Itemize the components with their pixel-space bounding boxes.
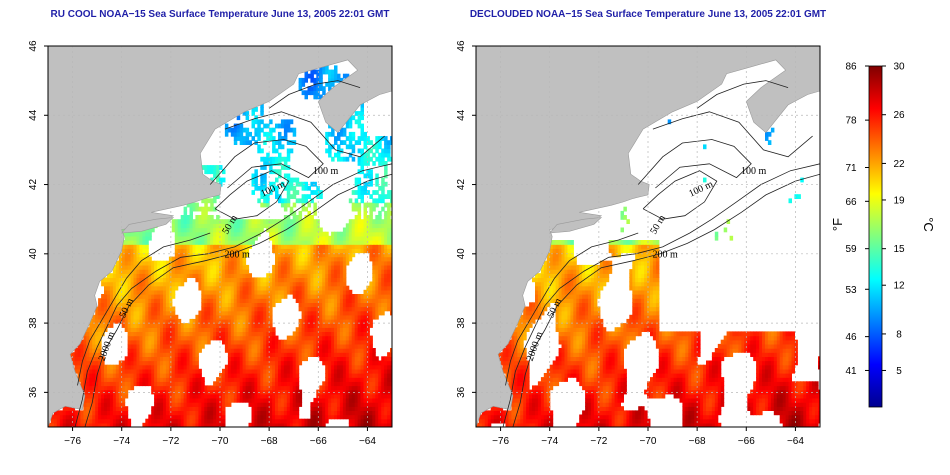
bathymetry-contour [77,232,211,386]
x-tick-label: −70 [212,436,229,447]
celsius-tick-label: 19 [893,195,905,206]
x-tick-label: −68 [689,436,706,447]
celsius-tick-label: 22 [893,159,905,170]
y-tick-label: 38 [456,317,467,329]
fahrenheit-tick-label: 78 [845,116,857,127]
land-mass [476,46,820,427]
x-tick-label: −68 [261,436,278,447]
colorbar-gradient [868,65,883,408]
y-tick-label: 46 [28,40,39,52]
grid-lines [476,46,820,427]
right-map-title: DECLOUDED NOAA−15 Sea Surface Temperatur… [469,9,827,20]
fahrenheit-tick-label: 46 [845,332,857,343]
long-island [120,217,175,234]
x-tick-label: −72 [590,436,607,447]
sst-field [48,46,392,427]
celsius-tick-label: 15 [893,244,905,255]
y-tick-label: 46 [456,40,467,52]
bathymetry-contour [209,139,324,189]
contour-label: 100 m [741,166,767,177]
x-tick-label: −66 [738,436,755,447]
contour-label: 200 m [225,249,251,260]
x-tick-label: −76 [64,436,81,447]
fahrenheit-tick-label: 86 [845,62,857,73]
bathymetry-contour [74,163,392,427]
land-mass [48,46,392,427]
x-tick-label: −70 [640,436,657,447]
bathymetry-contour [84,173,392,427]
celsius-tick-label: 26 [893,110,905,121]
celsius-tick-label: 8 [896,329,902,340]
left-map-title: RU COOL NOAA−15 Sea Surface Temperature … [50,9,390,20]
y-tick-label: 40 [28,248,39,260]
fahrenheit-axis-title: °F [830,218,845,231]
y-tick-label: 44 [28,109,39,121]
temperature-colorbar: 30 26 22 19 15 12 8 5 86 78 71 66 59 53 46 41 °F °C [830,62,936,408]
x-tick-label: −66 [310,436,327,447]
y-tick-label: 40 [456,248,467,260]
celsius-tick-label: 5 [896,366,902,377]
x-tick-label: −74 [541,436,558,447]
bathymetry-contour [505,232,639,386]
x-tick-label: −64 [359,436,376,447]
y-tick-label: 42 [28,179,39,191]
fahrenheit-tick-label: 71 [845,163,857,174]
bathymetry-contour [214,170,290,220]
long-island [548,217,603,234]
bathymetry-contour [502,163,820,427]
sst-field [476,46,820,427]
fahrenheit-tick-label: 53 [845,285,857,296]
bathymetry-contour [652,111,813,158]
fahrenheit-tick-label: 59 [845,244,857,255]
bathymetry-contour [512,173,820,427]
grid-lines [48,46,392,427]
contour-label: 200 m [653,249,679,260]
y-tick-label: 42 [456,179,467,191]
x-tick-label: −76 [492,436,509,447]
celsius-tick-label: 12 [893,281,905,292]
x-tick-label: −64 [787,436,804,447]
y-tick-label: 36 [456,386,467,398]
bathymetry-contour [642,170,718,220]
celsius-tick-label: 30 [893,62,905,73]
celsius-axis-title: °C [921,217,936,232]
fahrenheit-tick-label: 66 [845,197,857,208]
bathymetry-contour [696,80,789,109]
x-tick-label: −72 [162,436,179,447]
y-tick-label: 38 [28,317,39,329]
x-tick-label: −74 [113,436,130,447]
bathymetry-contour [637,139,752,189]
y-tick-label: 44 [456,109,467,121]
bathymetry-contour [224,111,385,158]
y-tick-label: 36 [28,386,39,398]
bathymetry-contour [268,80,361,109]
fahrenheit-tick-label: 41 [845,366,857,377]
contour-label: 100 m [313,166,339,177]
